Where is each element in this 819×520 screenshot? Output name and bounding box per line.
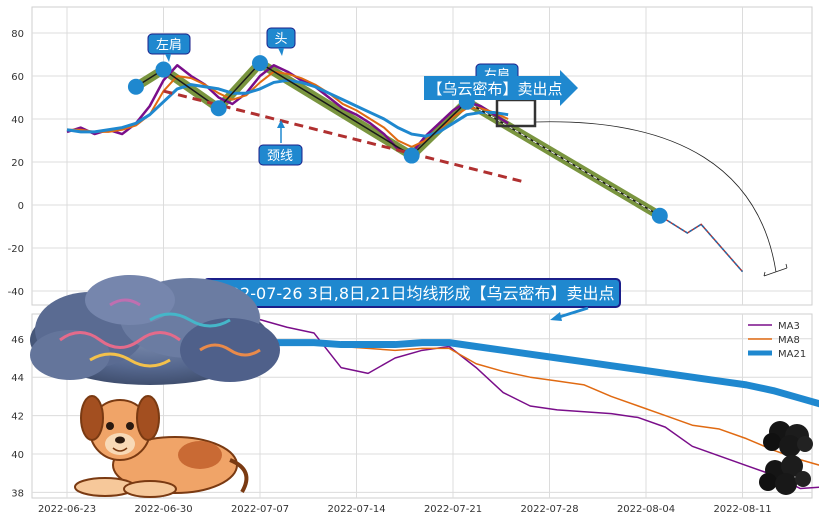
dark-cloud-top-illustration	[763, 421, 813, 457]
bottom-series-MA3	[259, 318, 819, 490]
pattern-point-4	[403, 147, 420, 164]
bottom-y-tick-label: 44	[11, 373, 24, 384]
x-tick-labels: 2022-06-23 2022-06-30 2022-07-07 2022-07-14…	[38, 504, 772, 515]
head-label: 头	[274, 32, 287, 47]
bottom-y-tick-labels: 46 44 42 40 38	[11, 335, 24, 500]
left-shoulder-callout: 左肩	[147, 33, 191, 62]
neckline-callout: 颈线	[258, 120, 303, 166]
top-y-tick-label: -40	[8, 287, 24, 298]
pattern-point-3	[252, 55, 268, 72]
pattern-point-1	[155, 61, 172, 78]
top-y-tick-label: 0	[18, 201, 24, 212]
x-tick-label: 2022-07-07	[231, 504, 289, 515]
top-y-tick-labels: 80 60 40 20 0 -20 -40	[8, 29, 24, 298]
legend-ma8: MA8	[778, 335, 800, 346]
projection-arc	[534, 121, 777, 273]
bottom-y-tick-label: 40	[11, 450, 24, 461]
pattern-point-0	[127, 78, 144, 95]
bottom-y-tick-label: 38	[11, 488, 24, 499]
x-tick-label: 2022-07-21	[424, 504, 482, 515]
bottom-series-MA21	[260, 339, 819, 408]
storm-cloud-illustration	[30, 275, 280, 385]
left-shoulder-label: 左肩	[156, 37, 182, 53]
dog-illustration	[74, 395, 249, 498]
sell-arrow-callout: 【乌云密布】卖出点	[424, 70, 578, 106]
x-tick-label: 2022-06-23	[38, 504, 96, 515]
top-chart-content	[66, 55, 744, 273]
projection-path-dash	[659, 215, 744, 273]
top-y-tick-label: 80	[11, 29, 24, 40]
top-y-tick-label: 20	[11, 158, 24, 169]
x-tick-label: 2022-08-11	[713, 504, 771, 515]
neckline-label: 颈线	[267, 149, 293, 164]
sell-banner: 2022-07-26 3日,8日,21日均线形成【乌云密布】卖出点	[203, 278, 621, 321]
top-plot-area	[31, 6, 813, 306]
legend-ma21: MA21	[778, 349, 806, 360]
x-tick-label: 2022-07-14	[327, 504, 385, 515]
x-tick-label: 2022-07-28	[520, 504, 578, 515]
legend: MA3 MA8 MA21	[748, 321, 806, 360]
head-callout: 头	[266, 27, 296, 56]
x-tick-label: 2022-08-04	[617, 504, 675, 515]
bottom-y-tick-label: 46	[11, 335, 24, 346]
sell-arrow-label: 【乌云密布】卖出点	[427, 80, 562, 98]
top-y-tick-label: 60	[11, 72, 24, 83]
dark-cloud-bottom-illustration	[759, 455, 811, 495]
sell-trend-dash	[466, 101, 661, 217]
top-y-tick-label: 40	[11, 115, 24, 126]
projection-bracket	[763, 263, 788, 277]
top-y-tick-label: -20	[8, 244, 24, 255]
bottom-y-tick-label: 42	[11, 412, 24, 423]
legend-ma3: MA3	[778, 321, 800, 332]
x-tick-label: 2022-06-30	[134, 504, 192, 515]
top-series-0	[66, 64, 509, 155]
pattern-point-2	[210, 100, 227, 117]
sell-banner-text: 2022-07-26 3日,8日,21日均线形成【乌云密布】卖出点	[210, 284, 615, 303]
pattern-point-6	[651, 207, 668, 224]
